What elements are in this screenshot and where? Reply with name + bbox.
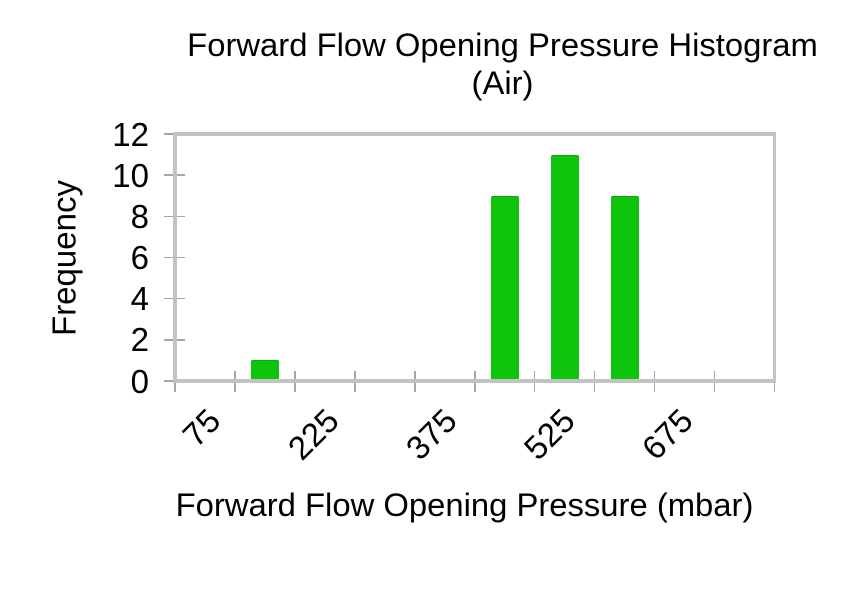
y-tick-label: 0: [130, 362, 149, 400]
plot-frame-bottom: [173, 379, 777, 383]
x-tick-label: 675: [634, 401, 700, 467]
plot-frame-left: [173, 132, 177, 383]
y-tick-label: 6: [130, 239, 149, 276]
y-tick-label: 8: [130, 197, 149, 235]
bar: [250, 360, 279, 380]
bar: [610, 195, 639, 380]
y-tick-label: 4: [130, 280, 149, 318]
bar: [490, 195, 519, 380]
x-tick-label: 525: [516, 401, 582, 467]
y-tick-label: 10: [112, 156, 149, 194]
x-axis-title: Forward Flow Opening Pressure (mbar): [175, 485, 754, 523]
bar: [550, 154, 579, 380]
y-tick-label: 2: [130, 321, 149, 359]
y-tick-label: 12: [112, 115, 149, 153]
plot-frame-right: [772, 132, 777, 383]
x-tick-label: 225: [280, 401, 346, 467]
plot-frame-top: [173, 132, 777, 136]
x-tick-label: 375: [398, 401, 464, 467]
y-axis-title: Frequency: [45, 180, 82, 336]
x-tick-label: 75: [175, 401, 228, 454]
chart-title: Forward Flow Opening Pressure Histogram …: [187, 26, 818, 102]
